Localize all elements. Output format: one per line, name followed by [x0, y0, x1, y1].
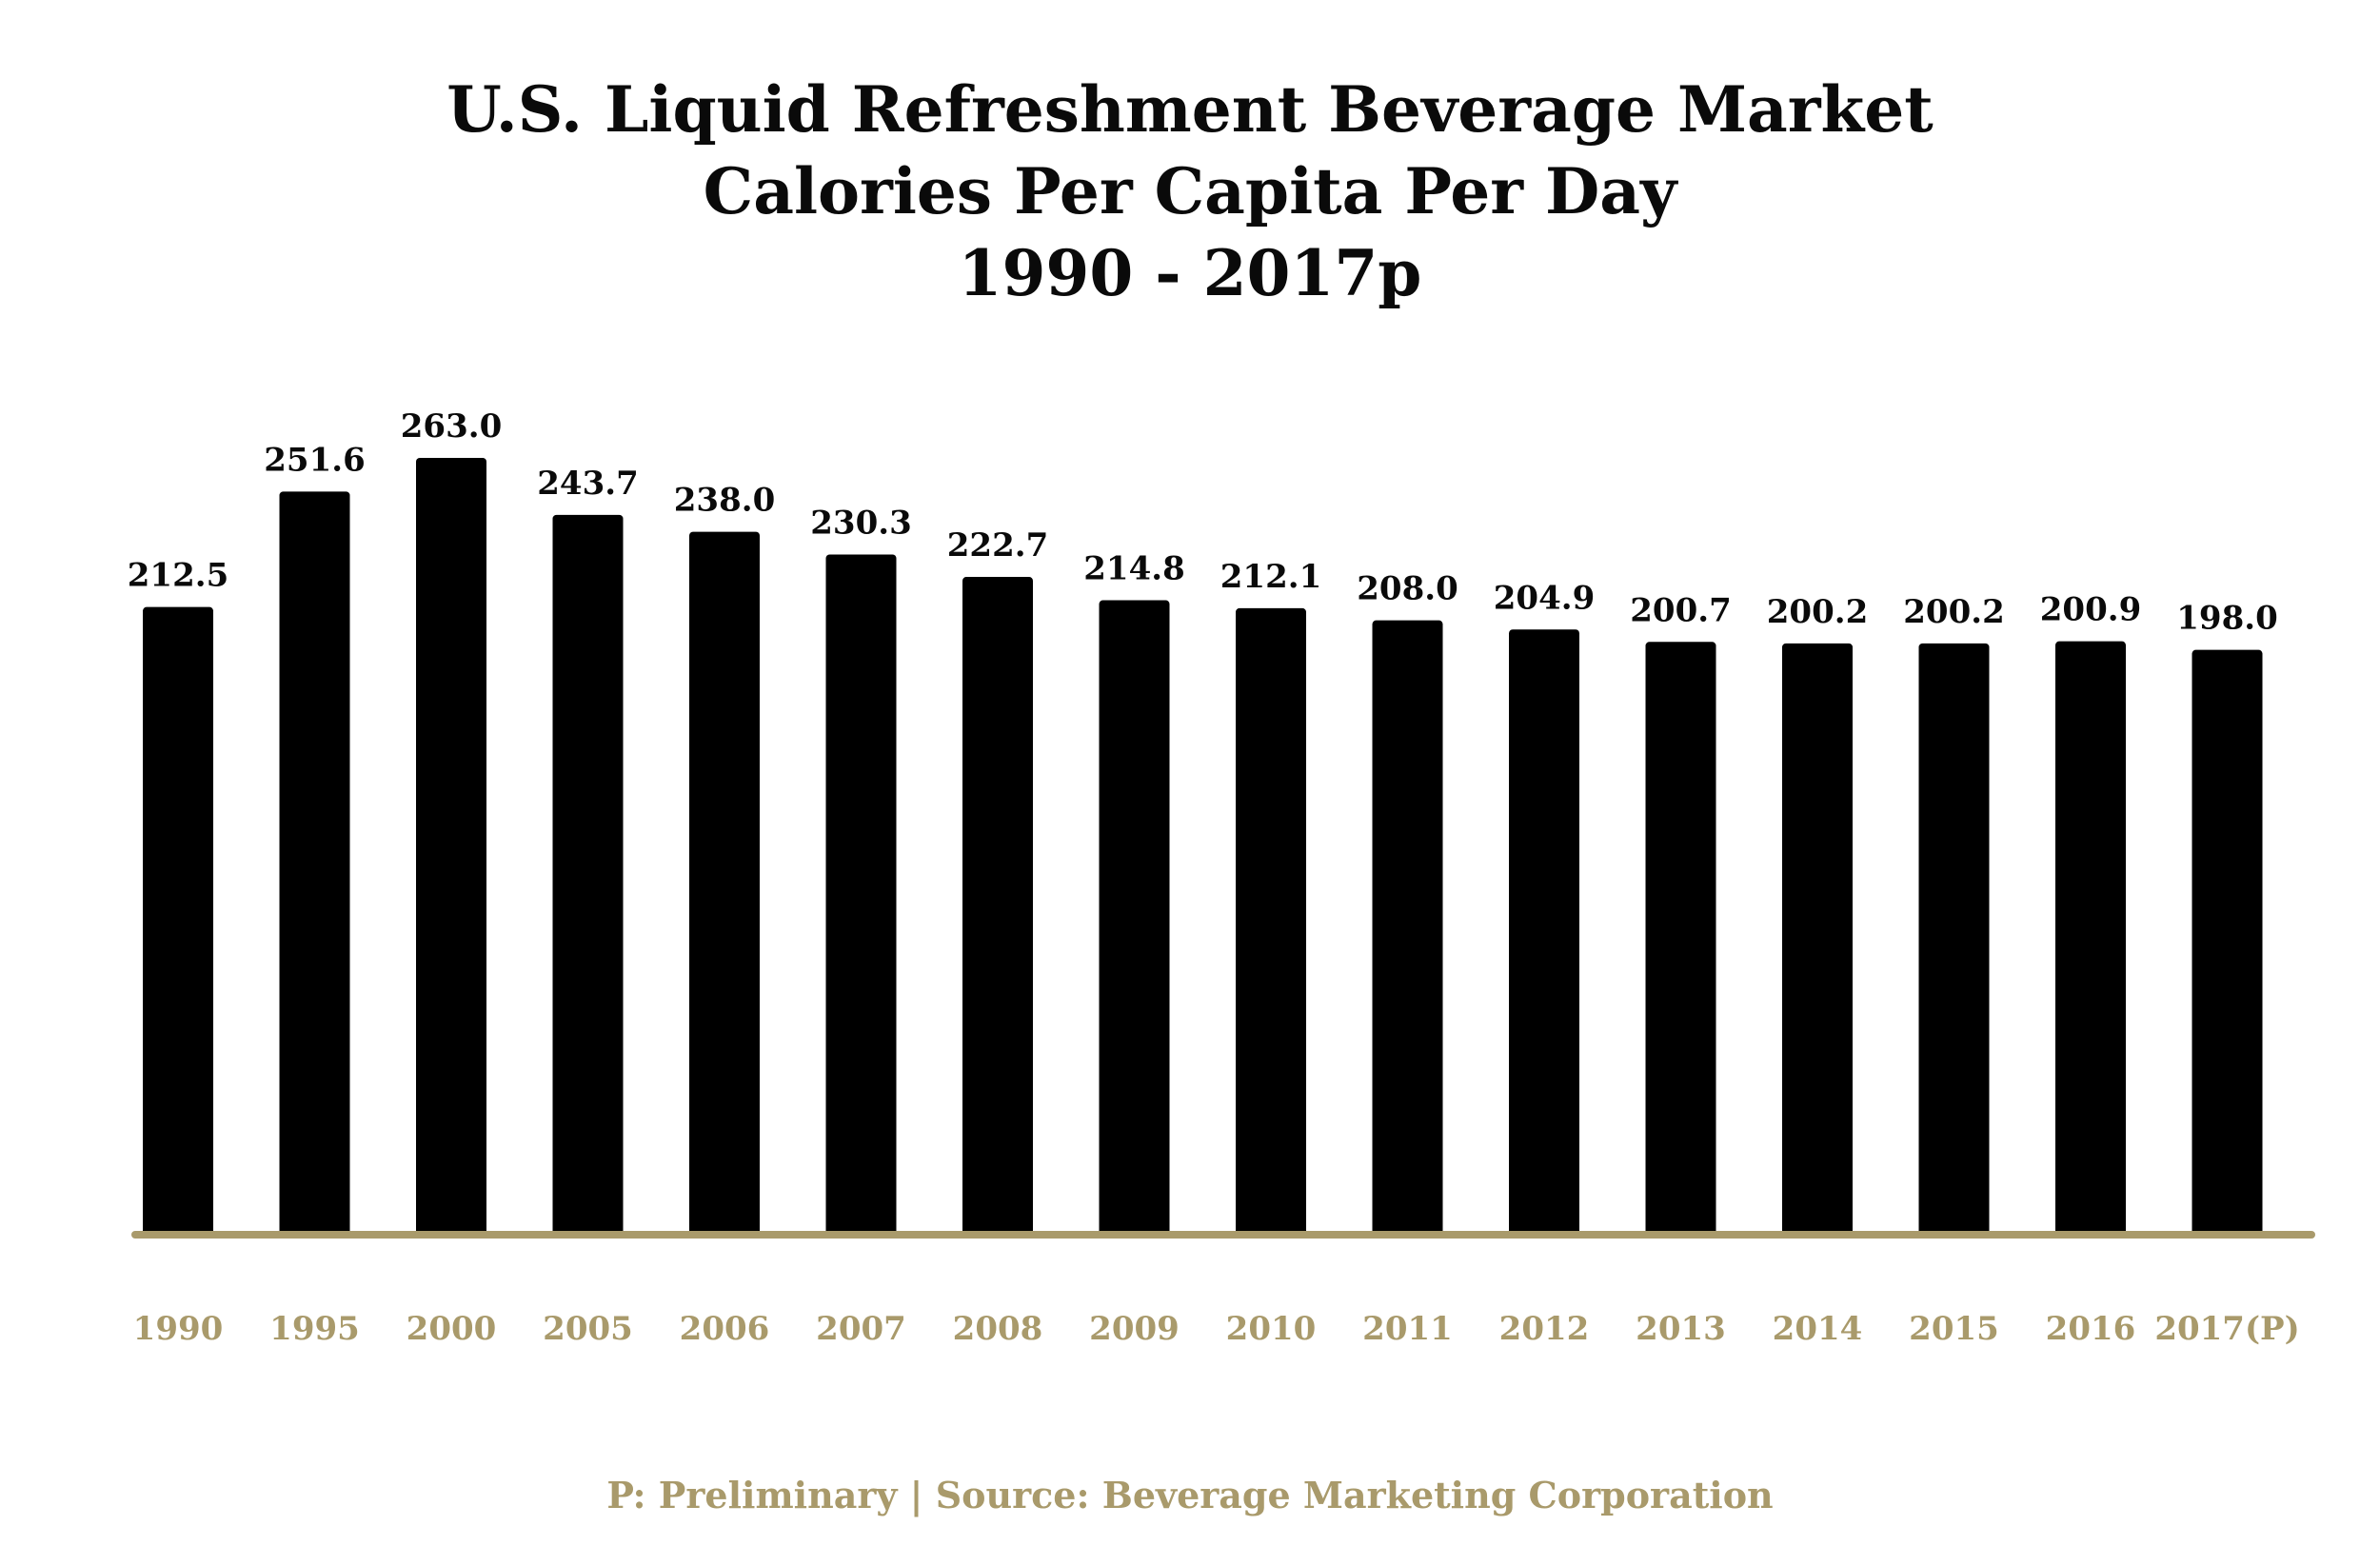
bar-2005	[552, 514, 624, 1235]
tick-label-2012: 2012	[1499, 1310, 1590, 1348]
title-line-3: 1990 - 2017p	[958, 236, 1422, 310]
value-labels-group: 212.5 251.6 263.0 243.7 238.0 230.3 222.7 214.8…	[128, 407, 2278, 638]
bar-2006	[689, 531, 760, 1235]
bar-1990	[143, 606, 213, 1235]
value-label-2017(P): 198.0	[2176, 600, 2277, 638]
value-label-2009: 214.8	[1083, 550, 1184, 588]
title-line-2: Calories Per Capita Per Day	[703, 154, 1677, 228]
bar-2008	[962, 577, 1033, 1235]
bar-2007	[825, 554, 897, 1235]
value-label-2005: 243.7	[537, 465, 638, 503]
tick-label-2006: 2006	[680, 1310, 770, 1348]
tick-label-2005: 2005	[543, 1310, 633, 1348]
bars-group	[143, 458, 2263, 1235]
tick-label-2014: 2014	[1773, 1310, 1863, 1348]
tick-label-2015: 2015	[1909, 1310, 1999, 1348]
bar-2017(P)	[2192, 649, 2263, 1235]
value-label-2014: 200.2	[1767, 593, 1868, 631]
tick-label-1995: 1995	[269, 1310, 360, 1348]
value-label-2015: 200.2	[1903, 593, 2004, 631]
title-line-1: U.S. Liquid Refreshment Beverage Market	[446, 72, 1934, 147]
bar-2016	[2055, 641, 2126, 1235]
tick-label-2013: 2013	[1636, 1310, 1726, 1348]
tick-label-2008: 2008	[953, 1310, 1043, 1348]
tick-label-2009: 2009	[1089, 1310, 1180, 1348]
bar-2011	[1372, 620, 1443, 1235]
bar-2013	[1645, 642, 1716, 1235]
value-label-2012: 204.9	[1494, 579, 1595, 617]
tick-label-1990: 1990	[133, 1310, 224, 1348]
value-label-2000: 263.0	[401, 407, 502, 446]
value-label-2006: 238.0	[674, 482, 775, 520]
tick-label-2000: 2000	[407, 1310, 497, 1348]
tick-label-2010: 2010	[1226, 1310, 1317, 1348]
bar-2000	[416, 458, 486, 1235]
value-label-1990: 212.5	[128, 557, 228, 595]
x-tick-labels-group: 1990 1995 2000 2005 2006 2007 2008 2009 2010 2011…	[133, 1310, 2300, 1348]
tick-label-2007: 2007	[816, 1310, 906, 1348]
value-label-1995: 251.6	[264, 441, 365, 479]
bar-2012	[1509, 629, 1579, 1235]
chart-title: U.S. Liquid Refreshment Beverage Market …	[0, 69, 2380, 314]
value-label-2007: 230.3	[810, 504, 911, 542]
tick-label-2011: 2011	[1362, 1310, 1453, 1348]
source-footnote: P: Preliminary | Source: Beverage Market…	[606, 1474, 1774, 1516]
tick-label-2017(P): 2017(P)	[2154, 1310, 2299, 1348]
value-label-2013: 200.7	[1630, 591, 1731, 629]
bar-2014	[1782, 643, 1853, 1235]
value-label-2016: 200.9	[2040, 591, 2141, 629]
tick-label-2016: 2016	[2046, 1310, 2136, 1348]
bar-2009	[1099, 600, 1170, 1235]
value-label-2010: 212.1	[1220, 558, 1321, 596]
value-label-2008: 222.7	[947, 526, 1048, 565]
bar-1995	[279, 491, 350, 1235]
bar-2015	[1918, 643, 1990, 1235]
value-label-2011: 208.0	[1357, 570, 1458, 608]
bar-2010	[1236, 607, 1306, 1235]
